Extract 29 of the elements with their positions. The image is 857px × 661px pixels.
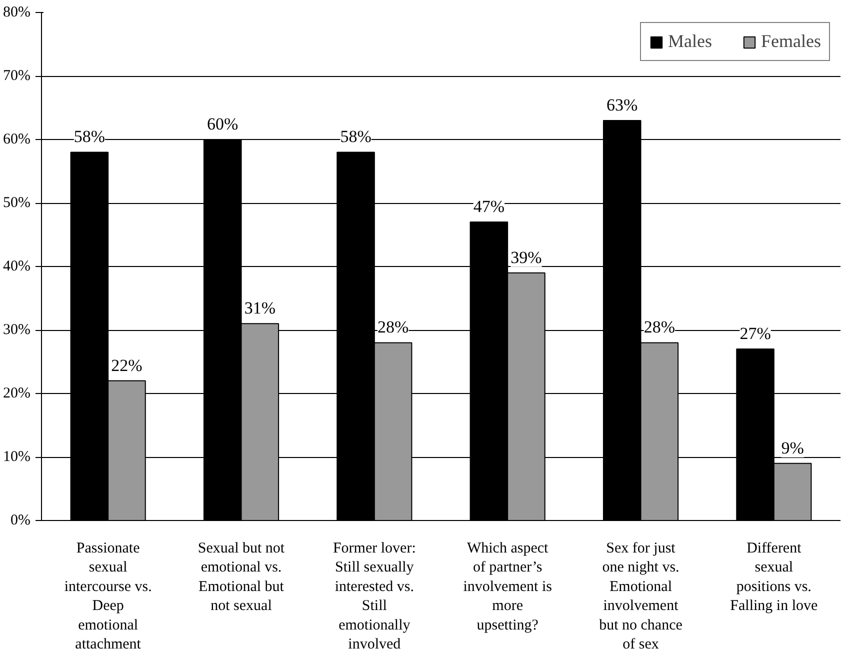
y-tick-label: 60% [3,132,31,148]
data-label: 39% [510,248,542,267]
data-label: 27% [740,324,771,344]
y-tick-label: 0% [10,512,31,528]
data-label: 47% [473,197,505,216]
y-tick-label: 80% [3,4,31,20]
x-tick-label: Former lover: Still sexually interested vs. Still emotionally involved [332,540,416,652]
data-label: 9% [781,438,804,458]
legend-label: Males [668,31,712,52]
data-label: 28% [644,318,675,337]
data-label: 22% [111,356,142,375]
x-tick-label: Sexual but not emotional vs. Emotional but not sexual [198,540,286,614]
data-label: 58% [340,127,372,146]
y-tick-label: 20% [3,386,31,402]
data-label: 60% [207,114,238,134]
y-tick-label: 30% [3,322,31,338]
data-label: 28% [377,318,409,337]
y-tick-label: 10% [3,449,31,465]
legend-label: Females [761,31,821,52]
x-tick-label: Sex for just one night vs. Emotional involvement but no chance of sex [599,540,683,652]
data-label: 63% [606,95,638,114]
data-label: 58% [74,127,106,146]
y-tick-label: 70% [3,68,31,84]
x-tick-label: Passionate sexual intercourse vs. Deep emotional attachment [64,540,152,652]
x-tick-label: Which aspect of partner’s involvement is more upsetting? [463,540,552,634]
x-tick-label: Different sexual positions vs. Falling in love [730,540,818,614]
data-label: 31% [244,298,276,318]
y-tick-label: 40% [3,258,31,274]
y-tick-label: 50% [3,195,31,211]
